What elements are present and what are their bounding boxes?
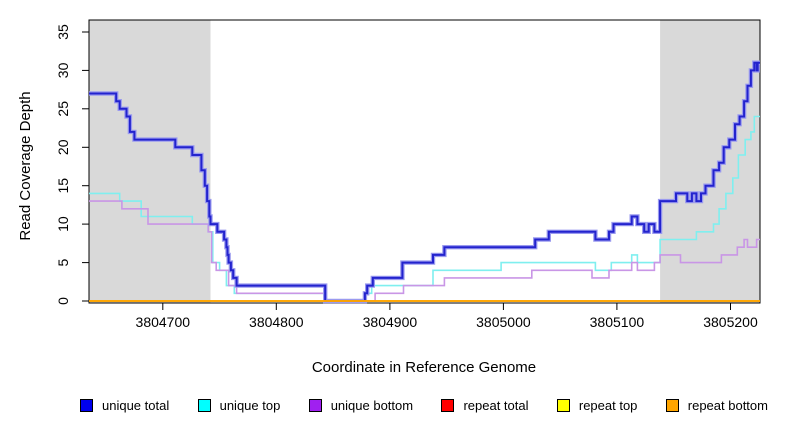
series-unique-total (89, 61, 760, 302)
x-tick-label: 3805200 (703, 314, 758, 330)
axis-ticks: 3804700 3804800 3804900 3805000 3805100 38052… (55, 24, 758, 330)
legend-item-repeat-bottom: repeat bottom (665, 398, 768, 413)
legend-label: unique total (102, 398, 170, 413)
y-tick-label: 10 (55, 216, 71, 232)
legend-label: repeat bottom (687, 398, 768, 413)
legend-item-repeat-top: repeat top (556, 398, 638, 413)
legend-item-unique-bottom: unique bottom (308, 398, 414, 413)
x-tick-label: 3805000 (476, 314, 531, 330)
y-tick-label: 5 (55, 258, 71, 266)
legend-swatch-unique-top (197, 399, 211, 412)
chart-legend: unique total unique top unique bottom repea… (80, 398, 768, 413)
y-tick-label: 35 (55, 24, 71, 40)
legend-swatch-repeat-top (556, 399, 570, 412)
x-tick-label: 3804700 (136, 314, 191, 330)
y-tick-label: 0 (55, 297, 71, 305)
y-tick-label: 15 (55, 178, 71, 194)
legend-swatch-repeat-total (441, 399, 455, 412)
data-series (89, 60, 760, 304)
legend-item-unique-top: unique top (197, 398, 281, 413)
x-tick-label: 3804800 (249, 314, 304, 330)
shaded-regions (89, 20, 760, 303)
shaded-region (660, 20, 760, 303)
legend-swatch-repeat-bottom (665, 399, 679, 412)
legend-swatch-unique-bottom (308, 399, 322, 412)
x-tick-label: 3804900 (363, 314, 418, 330)
series-unique-bottom (89, 200, 760, 302)
legend-swatch-unique-total (80, 399, 93, 412)
legend-item-repeat-total: repeat total (441, 398, 529, 413)
y-axis-title: Read Coverage Depth (17, 91, 34, 240)
x-axis-title: Coordinate in Reference Genome (312, 359, 536, 376)
legend-label: unique bottom (330, 398, 414, 413)
y-tick-label: 25 (55, 101, 71, 117)
plot-border (88, 19, 761, 304)
legend-label: repeat top (578, 398, 638, 413)
y-tick-label: 30 (55, 62, 71, 78)
y-tick-label: 20 (55, 139, 71, 155)
x-tick-label: 3805100 (590, 314, 645, 330)
shaded-region (89, 20, 211, 303)
legend-item-unique-total: unique total (80, 398, 169, 413)
legend-label: repeat total (463, 398, 529, 413)
series-unique-top (89, 115, 760, 302)
legend-label: unique top (219, 398, 281, 413)
